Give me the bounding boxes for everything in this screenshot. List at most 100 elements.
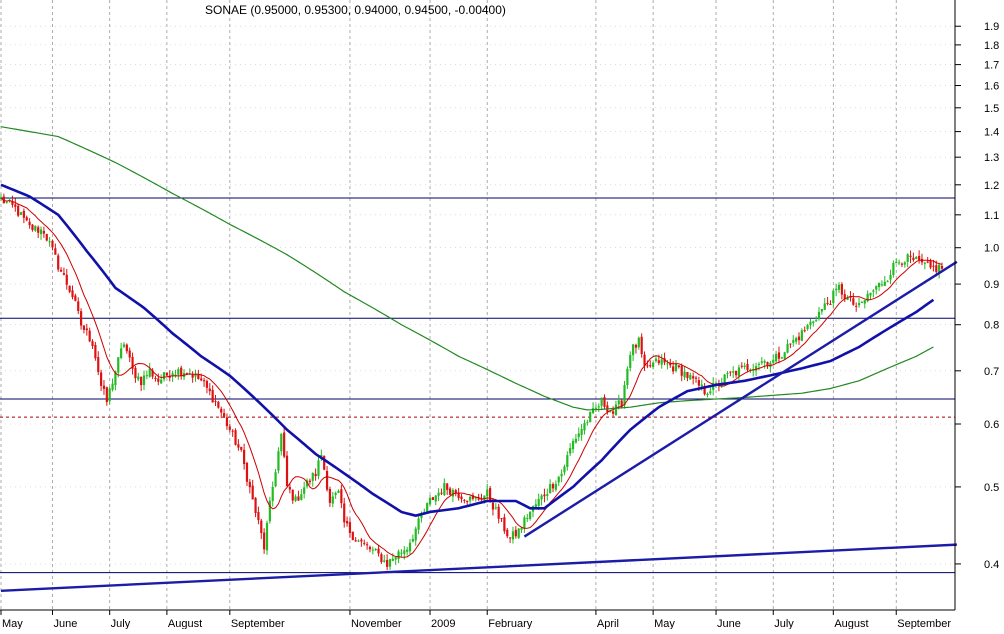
x-axis-tick-label: April <box>597 618 619 629</box>
candle-body <box>51 240 54 248</box>
candle-body <box>654 358 658 362</box>
candle-body <box>366 544 369 546</box>
candle-body <box>114 371 117 386</box>
candle-body <box>79 311 83 326</box>
x-axis-tick-label: May <box>654 618 675 629</box>
x-axis-tick-label: July <box>774 618 794 629</box>
candle-body <box>403 550 406 554</box>
candle-body <box>426 503 429 512</box>
candle-body <box>180 367 183 376</box>
candle-body <box>783 352 786 359</box>
candle-body <box>37 227 40 233</box>
candle-body <box>737 367 741 377</box>
candle-body <box>211 389 214 403</box>
candle-body <box>154 378 157 380</box>
candle-body <box>743 365 746 367</box>
candle-body <box>626 368 629 386</box>
candle-body <box>534 504 537 507</box>
candle-body <box>140 376 143 386</box>
candle-body <box>88 330 91 342</box>
y-axis-tick-label: 1.2 <box>984 180 999 192</box>
candle-body <box>614 404 618 416</box>
candle-body <box>815 320 818 322</box>
candle-body <box>726 372 729 374</box>
candle-body <box>706 393 709 396</box>
candle-body <box>48 241 51 243</box>
candle-body <box>314 473 317 477</box>
candle-body <box>285 455 289 487</box>
candle-body <box>77 301 80 311</box>
candle-body <box>408 542 412 552</box>
candle-body <box>537 498 540 506</box>
candle-body <box>797 336 801 341</box>
candle-body <box>520 527 523 530</box>
candle-body <box>589 411 592 423</box>
y-axis-tick-label: 0.5 <box>984 482 999 494</box>
candle-body <box>734 370 738 376</box>
candle-body <box>260 520 263 534</box>
candle-body <box>268 500 271 522</box>
candle-body <box>637 337 640 348</box>
candle-body <box>474 497 477 499</box>
candle-body <box>294 496 297 501</box>
x-axis-tick-label: February <box>488 618 533 629</box>
candle-body <box>551 484 555 489</box>
candle-body <box>554 483 557 490</box>
candle-body <box>305 480 309 487</box>
candle-body <box>869 292 872 296</box>
y-axis-tick-label: 1.9 <box>984 21 999 33</box>
candle-body <box>128 350 131 358</box>
candle-body <box>577 433 580 438</box>
candle-body <box>772 359 775 363</box>
candle-body <box>94 344 97 359</box>
candle-body <box>57 255 60 270</box>
candle-body <box>689 374 692 380</box>
moving-average-layer <box>0 126 943 558</box>
candle-body <box>795 338 798 342</box>
x-axis-tick-label: September <box>231 618 285 629</box>
candle-body <box>889 275 892 280</box>
candle-body <box>428 497 432 505</box>
candle-body <box>220 408 223 413</box>
y-axis-tick-label: 1.5 <box>984 103 999 115</box>
candle-body <box>171 373 174 377</box>
candle-body <box>28 221 31 226</box>
candle-body <box>417 518 420 530</box>
candle-body <box>311 472 314 481</box>
candle-body <box>237 444 240 448</box>
candle-body <box>477 497 480 500</box>
candle-body <box>837 284 841 290</box>
candle-body <box>609 410 612 412</box>
candle-body <box>165 372 168 376</box>
trendline <box>0 543 957 593</box>
candle-body <box>594 407 598 409</box>
candle-body <box>446 483 449 490</box>
candle-body <box>463 499 466 501</box>
candle-body <box>517 528 520 538</box>
candle-body <box>586 422 589 424</box>
y-axis-tick-label: 1.7 <box>984 60 999 72</box>
candle-body <box>488 488 492 502</box>
candle-body <box>800 330 803 341</box>
candle-body <box>271 486 274 501</box>
candle-body <box>852 298 855 305</box>
axes-layer <box>0 0 956 611</box>
candle-body <box>672 366 675 372</box>
candle-body <box>245 462 249 482</box>
candle-body <box>108 388 111 402</box>
candle-body <box>649 365 652 367</box>
candle-body <box>59 269 63 272</box>
candle-body <box>343 503 346 523</box>
candle-body <box>603 397 606 407</box>
candle-body <box>923 262 926 264</box>
candle-body <box>566 455 569 468</box>
candle-body <box>437 492 440 496</box>
candle-body <box>812 321 815 324</box>
candle-body <box>840 284 843 295</box>
candle-body <box>912 257 915 261</box>
candle-body <box>926 261 929 263</box>
candle-body <box>243 449 246 465</box>
candle-body <box>703 385 706 395</box>
trendline <box>523 260 958 538</box>
candle-body <box>265 522 269 551</box>
